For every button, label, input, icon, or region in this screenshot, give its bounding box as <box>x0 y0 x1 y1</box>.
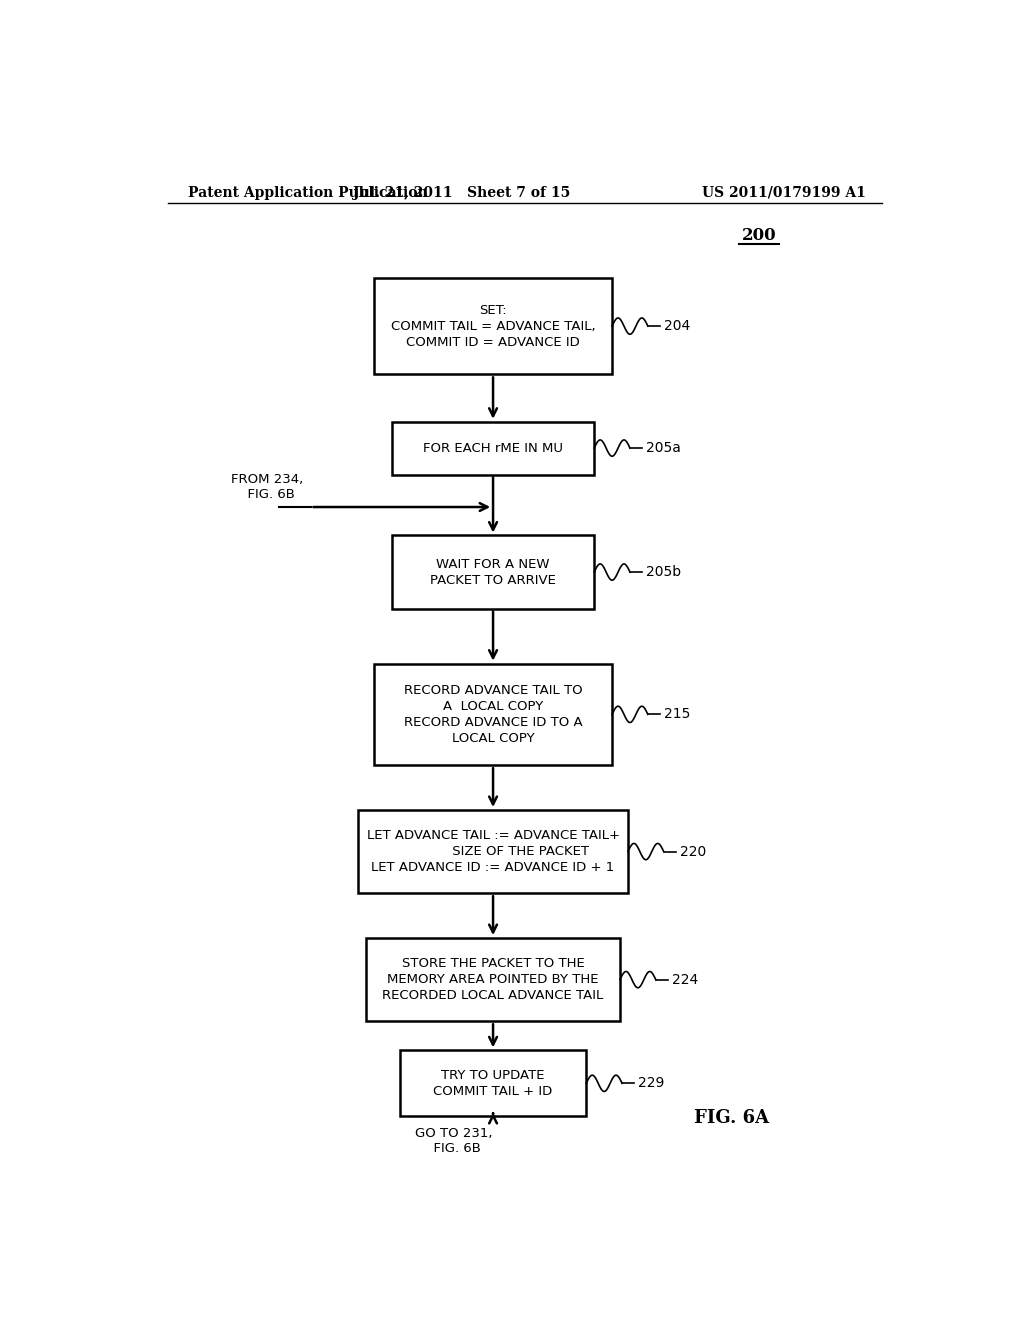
Text: SET:
COMMIT TAIL = ADVANCE TAIL,
COMMIT ID = ADVANCE ID: SET: COMMIT TAIL = ADVANCE TAIL, COMMIT … <box>391 304 595 348</box>
Bar <box>374 277 612 375</box>
Bar <box>399 1051 587 1117</box>
Text: TRY TO UPDATE
COMMIT TAIL + ID: TRY TO UPDATE COMMIT TAIL + ID <box>433 1069 553 1098</box>
Bar <box>392 536 594 609</box>
Text: STORE THE PACKET TO THE
MEMORY AREA POINTED BY THE
RECORDED LOCAL ADVANCE TAIL: STORE THE PACKET TO THE MEMORY AREA POIN… <box>382 957 604 1002</box>
Text: US 2011/0179199 A1: US 2011/0179199 A1 <box>702 186 866 199</box>
Bar <box>367 939 621 1022</box>
Text: FOR EACH rME IN MU: FOR EACH rME IN MU <box>423 442 563 454</box>
Text: 205a: 205a <box>646 441 681 455</box>
Text: 205b: 205b <box>646 565 681 579</box>
Bar <box>374 664 612 766</box>
Text: 229: 229 <box>638 1076 665 1090</box>
Bar <box>392 421 594 474</box>
Text: 220: 220 <box>680 845 706 858</box>
Text: RECORD ADVANCE TAIL TO
A  LOCAL COPY
RECORD ADVANCE ID TO A
LOCAL COPY: RECORD ADVANCE TAIL TO A LOCAL COPY RECO… <box>403 684 583 744</box>
Text: 215: 215 <box>664 708 690 721</box>
Text: FROM 234,
  FIG. 6B: FROM 234, FIG. 6B <box>230 473 303 500</box>
Text: 224: 224 <box>672 973 698 986</box>
Text: 204: 204 <box>664 319 690 333</box>
Text: GO TO 231,
  FIG. 6B: GO TO 231, FIG. 6B <box>415 1127 493 1155</box>
Bar <box>358 810 628 894</box>
Text: 200: 200 <box>741 227 776 244</box>
Text: WAIT FOR A NEW
PACKET TO ARRIVE: WAIT FOR A NEW PACKET TO ARRIVE <box>430 557 556 586</box>
Text: FIG. 6A: FIG. 6A <box>693 1109 769 1127</box>
Text: Jul. 21, 2011   Sheet 7 of 15: Jul. 21, 2011 Sheet 7 of 15 <box>352 186 570 199</box>
Text: LET ADVANCE TAIL := ADVANCE TAIL+
             SIZE OF THE PACKET
LET ADVANCE ID: LET ADVANCE TAIL := ADVANCE TAIL+ SIZE O… <box>367 829 620 874</box>
Text: Patent Application Publication: Patent Application Publication <box>187 186 427 199</box>
